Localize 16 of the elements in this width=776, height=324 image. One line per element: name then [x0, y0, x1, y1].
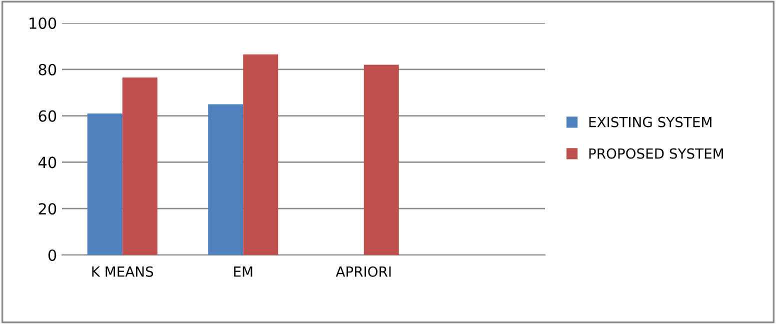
bar	[122, 78, 158, 255]
legend-label: EXISTING SYSTEM	[589, 116, 712, 128]
y-tick-label: 20	[38, 203, 56, 215]
y-tick-label: 80	[38, 64, 56, 76]
y-tick-label: 40	[38, 156, 56, 168]
bar	[364, 64, 399, 255]
legend-label: PROPOSED SYSTEM	[589, 148, 723, 159]
y-tick-label: 100	[30, 17, 56, 30]
x-tick-label: APRIORI	[336, 266, 391, 277]
x-tick-label: EM	[234, 266, 252, 277]
y-tick-label: 60	[38, 110, 56, 122]
bar	[208, 104, 244, 255]
x-tick-label: K MEANS	[92, 266, 154, 277]
y-tick-label: 0	[48, 249, 56, 262]
bar	[243, 54, 278, 255]
bar	[87, 113, 122, 255]
